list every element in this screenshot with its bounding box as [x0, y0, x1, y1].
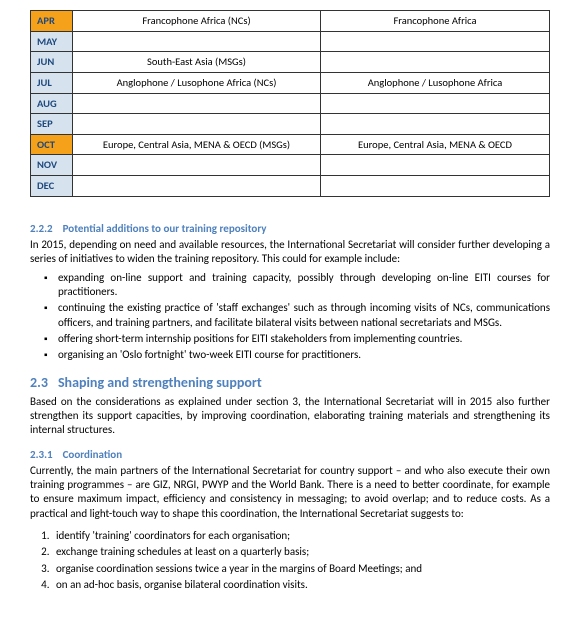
month-cell: APR: [31, 11, 73, 32]
heading-title: Shaping and strengthening support: [58, 374, 262, 391]
heading-number: 2.2.2: [30, 222, 53, 235]
month-cell: SEP: [31, 114, 73, 135]
heading-2-3-1: 2.3.1 Coordination: [30, 448, 550, 462]
sec222-intro: In 2015, depending on need and available…: [30, 238, 550, 267]
list-item: continuing the existing practice of 'sta…: [58, 301, 550, 330]
month-cell: NOV: [31, 155, 73, 176]
heading-number: 2.3: [30, 374, 48, 391]
heading-title: Coordination: [63, 448, 123, 461]
list-item: organising an 'Oslo fortnight' two-week …: [58, 348, 550, 362]
heading-number: 2.3.1: [30, 448, 53, 461]
event-cell: [73, 114, 321, 135]
sec231-intro: Currently, the main partners of the Inte…: [30, 464, 550, 521]
table-row: DEC: [31, 176, 550, 197]
list-item: identify 'training' coordinators for eac…: [52, 529, 550, 543]
region-cell: [321, 52, 550, 73]
event-cell: [73, 155, 321, 176]
sec23-intro: Based on the considerations as explained…: [30, 395, 550, 438]
month-cell: DEC: [31, 176, 73, 197]
table-row: JUNSouth-East Asia (MSGs): [31, 52, 550, 73]
month-cell: JUL: [31, 72, 73, 93]
event-cell: [73, 93, 321, 114]
event-cell: [73, 176, 321, 197]
list-item: expanding on-line support and training c…: [58, 271, 550, 300]
table-row: MAY: [31, 31, 550, 52]
table-row: OCTEurope, Central Asia, MENA & OECD (MS…: [31, 134, 550, 155]
month-cell: MAY: [31, 31, 73, 52]
heading-title: Potential additions to our training repo…: [63, 222, 267, 235]
schedule-table: APRFrancophone Africa (NCs)Francophone A…: [30, 10, 550, 197]
table-row: APRFrancophone Africa (NCs)Francophone A…: [31, 11, 550, 32]
table-row: SEP: [31, 114, 550, 135]
event-cell: Francophone Africa (NCs): [73, 11, 321, 32]
month-cell: AUG: [31, 93, 73, 114]
region-cell: [321, 31, 550, 52]
event-cell: Anglophone / Lusophone Africa (NCs): [73, 72, 321, 93]
region-cell: [321, 93, 550, 114]
region-cell: Europe, Central Asia, MENA & OECD: [321, 134, 550, 155]
region-cell: Francophone Africa: [321, 11, 550, 32]
sec222-bullets: expanding on-line support and training c…: [30, 271, 550, 363]
list-item: on an ad-hoc basis, organise bilateral c…: [52, 578, 550, 592]
sec231-list: identify 'training' coordinators for eac…: [30, 529, 550, 592]
event-cell: Europe, Central Asia, MENA & OECD (MSGs): [73, 134, 321, 155]
table-row: NOV: [31, 155, 550, 176]
table-row: AUG: [31, 93, 550, 114]
list-item: organise coordination sessions twice a y…: [52, 562, 550, 576]
list-item: offering short-term internship positions…: [58, 332, 550, 346]
region-cell: Anglophone / Lusophone Africa: [321, 72, 550, 93]
region-cell: [321, 155, 550, 176]
heading-2-2-2: 2.2.2 Potential additions to our training…: [30, 222, 550, 236]
month-cell: OCT: [31, 134, 73, 155]
heading-2-3: 2.3 Shaping and strengthening support: [30, 374, 550, 392]
list-item: exchange training schedules at least on …: [52, 545, 550, 559]
region-cell: [321, 114, 550, 135]
event-cell: South-East Asia (MSGs): [73, 52, 321, 73]
table-row: JULAnglophone / Lusophone Africa (NCs)An…: [31, 72, 550, 93]
region-cell: [321, 176, 550, 197]
event-cell: [73, 31, 321, 52]
month-cell: JUN: [31, 52, 73, 73]
